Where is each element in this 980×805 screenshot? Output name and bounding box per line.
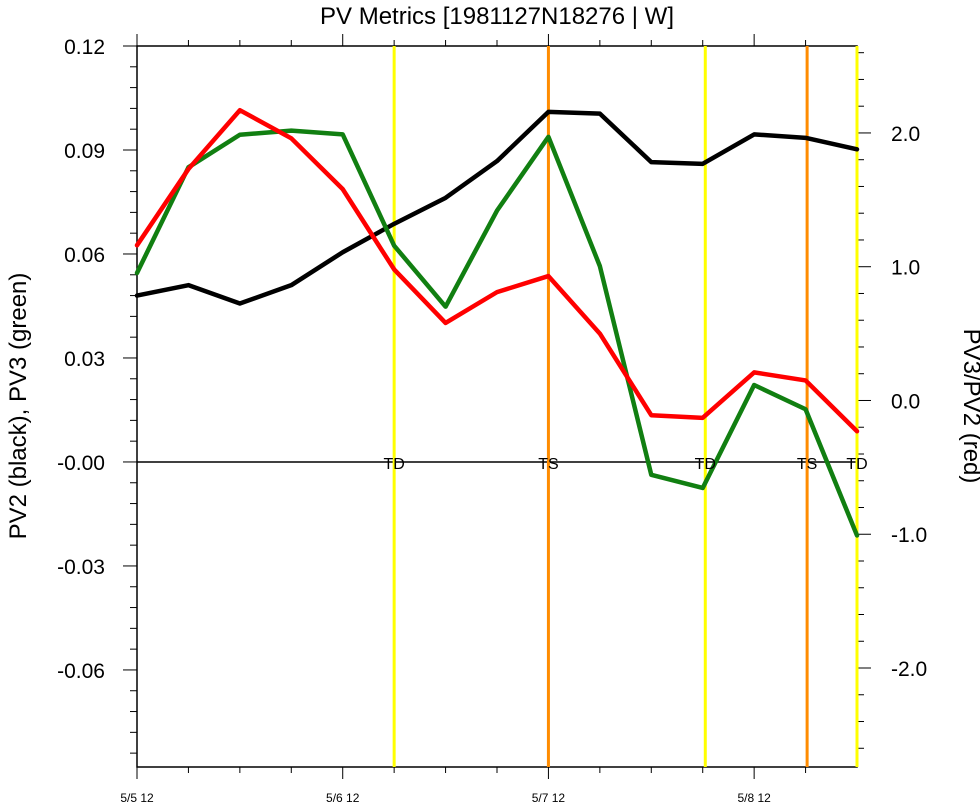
stage-label: TD: [846, 456, 867, 473]
stage-label: TD: [383, 456, 404, 473]
y-axis-right-label: PV3/PV2 (red): [958, 329, 980, 484]
y-right-tick-label: -1.0: [891, 524, 927, 547]
y-right-tick-label: 1.0: [891, 257, 920, 280]
y-right-tick-label: 2.0: [891, 123, 920, 146]
y-left-tick-label: 0.03: [64, 348, 105, 371]
plot-area: 0.12 0.09 0.06 0.03 -0.00 -0.03 -0.06 2.0 1.0 0.0…: [57, 34, 927, 805]
x-tick-label: 5/8 12: [737, 791, 771, 805]
stage-label: TD: [695, 456, 716, 473]
series-line-0: [134, 109, 860, 306]
chart-title: PV Metrics [1981127N18276 | W]: [320, 3, 674, 30]
y-left-tick-label: -0.03: [57, 556, 105, 579]
stage-label: TS: [538, 456, 558, 473]
y-right-tick-label: 0.0: [891, 390, 920, 413]
y-left-tick-label: -0.06: [57, 660, 105, 683]
y-left-tick-label: 0.06: [64, 244, 105, 267]
series-line-1: [134, 128, 860, 538]
x-tick-label: 5/6 12: [326, 791, 360, 805]
y-right-tick-label: -2.0: [891, 658, 927, 681]
x-tick-label: 5/7 12: [532, 791, 566, 805]
x-tick-label: 5/5 12: [120, 791, 154, 805]
y-left-tick-label: 0.12: [64, 36, 105, 59]
stage-label: TS: [797, 456, 817, 473]
y-left-tick-label: -0.00: [57, 452, 105, 475]
y-axis-left-label: PV2 (black), PV3 (green): [5, 273, 32, 540]
y-left-tick-label: 0.09: [64, 140, 105, 163]
series-line-2: [134, 107, 860, 434]
plot-frame: [136, 45, 858, 768]
